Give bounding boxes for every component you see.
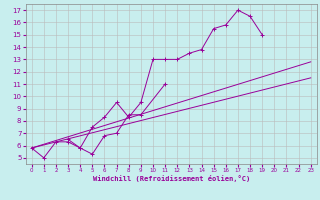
X-axis label: Windchill (Refroidissement éolien,°C): Windchill (Refroidissement éolien,°C) [92,175,250,182]
